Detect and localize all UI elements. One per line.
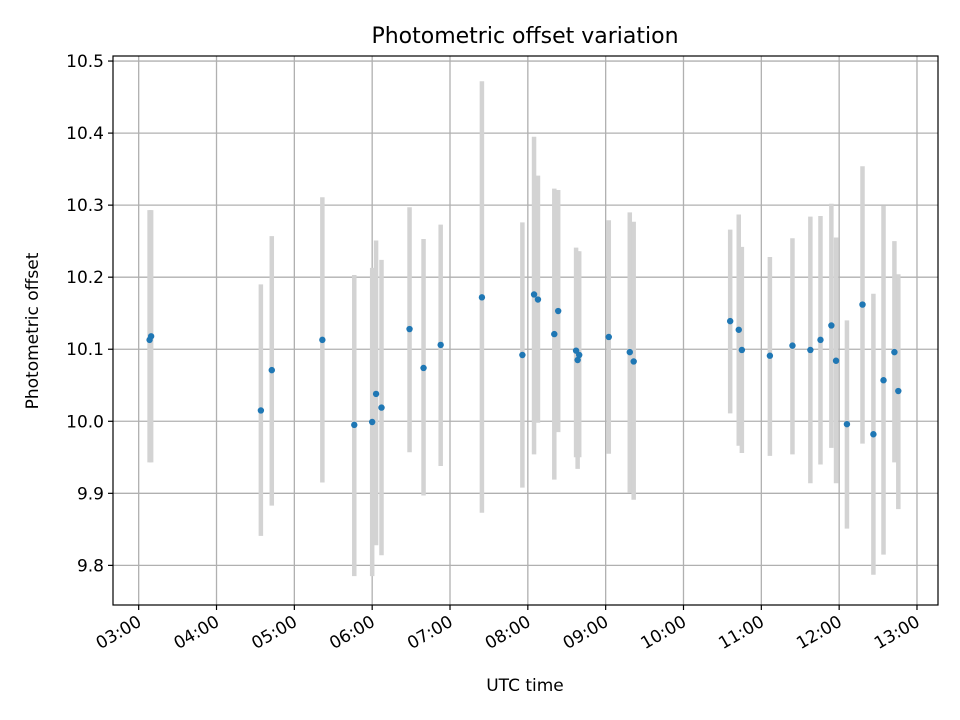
- data-point-27: [766, 352, 774, 359]
- x-tick-label: 10:00: [638, 612, 690, 654]
- data-point-25: [735, 326, 742, 333]
- y-tick-label: 10.2: [66, 268, 104, 288]
- data-point-15: [534, 296, 542, 303]
- data-point-9: [406, 325, 413, 333]
- x-tick-label: 13:00: [871, 612, 923, 654]
- data-point-12: [478, 294, 486, 301]
- data-point-35: [870, 431, 877, 438]
- chart-title: Photometric offset variation: [371, 24, 678, 49]
- data-point-13: [519, 351, 526, 359]
- x-tick-label: 08:00: [482, 612, 534, 654]
- y-tick-label: 10.0: [66, 412, 104, 432]
- data-point-26: [738, 346, 746, 354]
- data-point-1: [147, 333, 155, 340]
- y-tick-label: 10.5: [66, 52, 104, 72]
- data-point-4: [319, 336, 326, 344]
- x-tick-label: 04:00: [171, 612, 223, 654]
- x-tick-label: 06:00: [326, 612, 378, 654]
- y-axis-ticks: 9.8 9.9 10.0 10.1 10.2 10.3 10.4 10.5: [66, 52, 113, 576]
- data-point-20: [576, 351, 583, 359]
- data-point-29: [807, 346, 814, 354]
- y-axis-label: Photometric offset: [23, 252, 43, 409]
- x-tick-label: 05:00: [248, 612, 300, 654]
- data-point-7: [372, 390, 380, 398]
- x-axis-label: UTC time: [486, 676, 564, 696]
- data-point-8: [378, 404, 385, 411]
- x-tick-label: 09:00: [560, 612, 612, 654]
- data-points: [146, 291, 902, 438]
- data-point-37: [891, 348, 898, 356]
- data-point-21: [605, 333, 612, 341]
- data-point-19: [574, 356, 581, 364]
- x-tick-label: 03:00: [93, 612, 145, 654]
- data-point-11: [437, 341, 444, 349]
- data-point-28: [789, 342, 796, 349]
- data-point-10: [420, 364, 427, 372]
- error-bars: [147, 81, 901, 577]
- data-point-33: [843, 420, 851, 428]
- data-point-22: [626, 348, 633, 356]
- grid-lines: [113, 56, 938, 605]
- data-point-3: [268, 366, 275, 374]
- data-point-6: [368, 418, 376, 426]
- y-tick-label: 10.4: [66, 124, 104, 144]
- x-axis-ticks: 03:00 04:00 05:00 06:00 07:00 08:00 09:00 10:00…: [93, 605, 923, 654]
- data-point-23: [630, 358, 637, 365]
- x-tick-label: 12:00: [793, 612, 845, 654]
- data-point-30: [817, 336, 824, 344]
- data-point-24: [726, 317, 734, 325]
- data-point-5: [351, 421, 358, 429]
- data-point-2: [257, 407, 265, 414]
- data-point-32: [832, 357, 840, 364]
- data-point-38: [895, 387, 902, 395]
- data-point-34: [859, 301, 866, 308]
- y-tick-label: 10.3: [66, 196, 104, 216]
- x-tick-label: 11:00: [715, 612, 767, 654]
- data-point-16: [551, 330, 558, 338]
- y-tick-label: 9.9: [77, 484, 104, 504]
- data-point-14: [530, 291, 538, 298]
- plot-frame: [112, 55, 939, 606]
- y-tick-label: 9.8: [77, 556, 104, 576]
- data-point-36: [880, 377, 887, 384]
- data-point-31: [828, 322, 835, 329]
- y-tick-label: 10.1: [66, 340, 104, 360]
- data-point-17: [554, 307, 562, 315]
- x-tick-label: 07:00: [404, 612, 456, 654]
